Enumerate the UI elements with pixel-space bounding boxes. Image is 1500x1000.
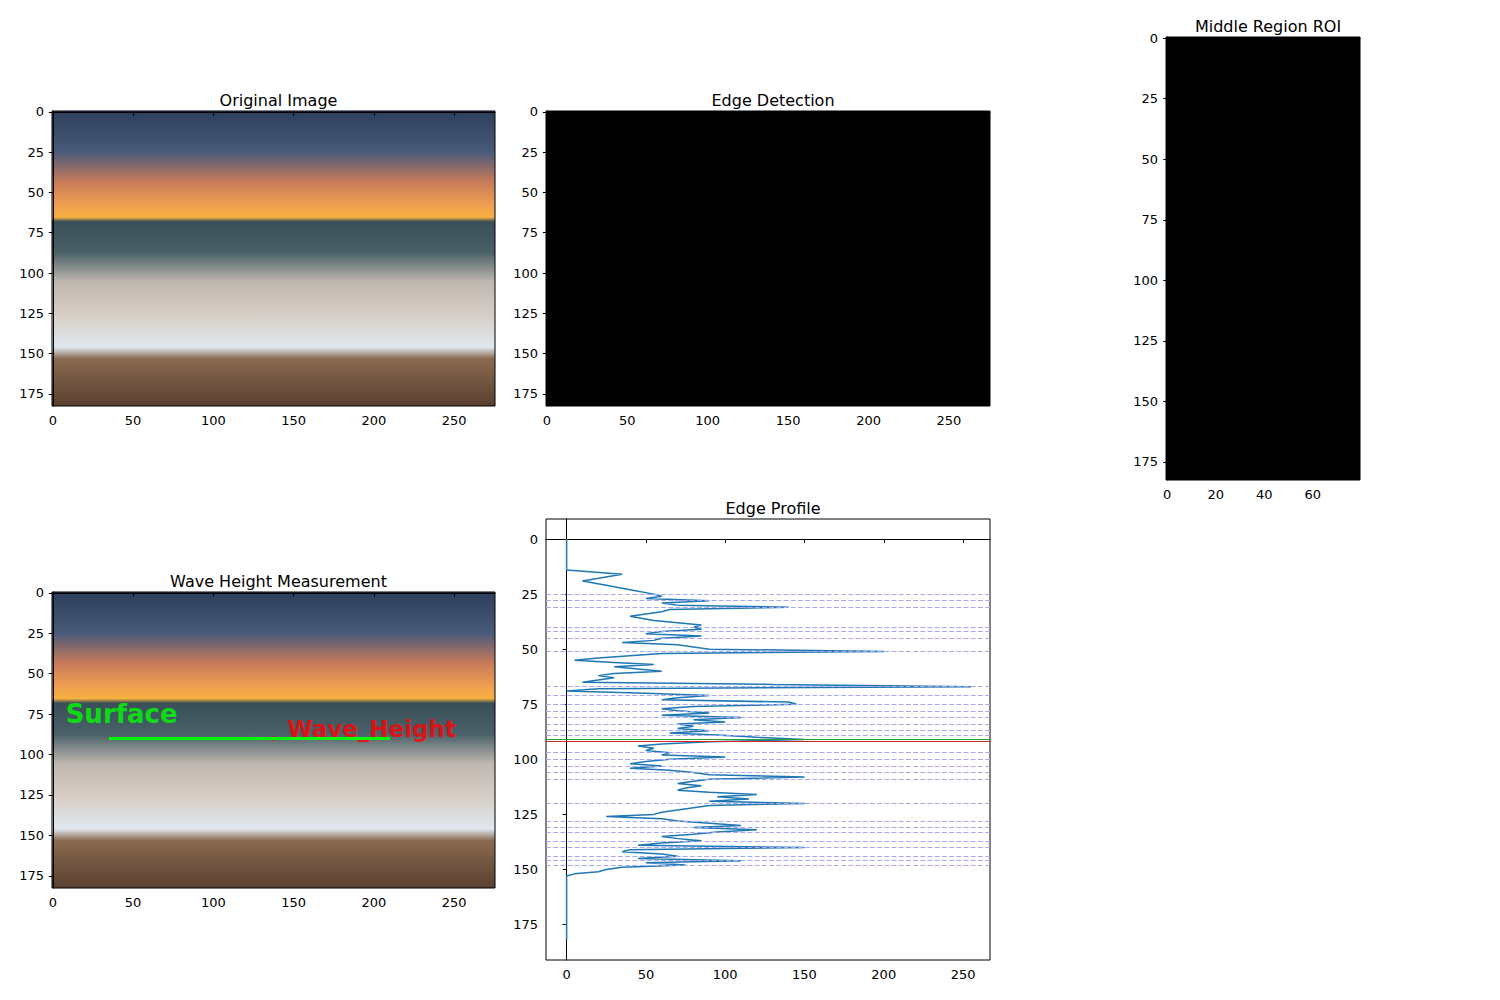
svg-text:0: 0 — [49, 895, 57, 910]
svg-text:50: 50 — [1141, 152, 1158, 167]
svg-text:150: 150 — [513, 346, 538, 361]
svg-text:100: 100 — [695, 413, 720, 428]
svg-text:100: 100 — [1133, 273, 1158, 288]
svg-text:Wave_Height: Wave_Height — [287, 715, 456, 742]
svg-text:25: 25 — [27, 626, 44, 641]
svg-text:75: 75 — [521, 697, 538, 712]
svg-text:75: 75 — [27, 225, 44, 240]
svg-text:25: 25 — [521, 145, 538, 160]
svg-text:150: 150 — [792, 967, 817, 982]
svg-text:0: 0 — [543, 413, 551, 428]
svg-text:150: 150 — [19, 828, 44, 843]
svg-text:150: 150 — [513, 862, 538, 877]
svg-text:175: 175 — [19, 386, 44, 401]
svg-text:175: 175 — [1133, 454, 1158, 469]
svg-text:50: 50 — [27, 666, 44, 681]
svg-text:25: 25 — [1141, 91, 1158, 106]
svg-text:75: 75 — [1141, 212, 1158, 227]
svg-text:50: 50 — [521, 642, 538, 657]
svg-text:25: 25 — [27, 145, 44, 160]
svg-text:200: 200 — [871, 967, 896, 982]
svg-text:125: 125 — [513, 807, 538, 822]
svg-text:50: 50 — [27, 185, 44, 200]
svg-text:150: 150 — [281, 895, 306, 910]
svg-text:200: 200 — [856, 413, 881, 428]
svg-text:125: 125 — [1133, 333, 1158, 348]
svg-text:75: 75 — [27, 707, 44, 722]
svg-text:150: 150 — [281, 413, 306, 428]
svg-text:0: 0 — [562, 967, 570, 982]
svg-text:25: 25 — [521, 587, 538, 602]
svg-text:20: 20 — [1207, 487, 1224, 502]
svg-text:250: 250 — [442, 895, 467, 910]
svg-text:100: 100 — [201, 895, 226, 910]
svg-text:40: 40 — [1256, 487, 1273, 502]
svg-text:175: 175 — [19, 868, 44, 883]
svg-text:60: 60 — [1304, 487, 1321, 502]
svg-text:150: 150 — [19, 346, 44, 361]
svg-text:0: 0 — [36, 104, 44, 119]
svg-text:175: 175 — [513, 386, 538, 401]
svg-text:0: 0 — [530, 532, 538, 547]
svg-text:250: 250 — [937, 413, 962, 428]
svg-text:75: 75 — [521, 225, 538, 240]
svg-text:50: 50 — [638, 967, 655, 982]
svg-text:250: 250 — [442, 413, 467, 428]
svg-text:125: 125 — [513, 306, 538, 321]
svg-text:50: 50 — [125, 895, 142, 910]
svg-text:150: 150 — [1133, 394, 1158, 409]
svg-text:100: 100 — [513, 266, 538, 281]
svg-text:50: 50 — [521, 185, 538, 200]
svg-text:0: 0 — [36, 585, 44, 600]
svg-text:0: 0 — [530, 104, 538, 119]
svg-text:0: 0 — [1150, 31, 1158, 46]
svg-text:200: 200 — [361, 413, 386, 428]
svg-text:Surface: Surface — [66, 699, 178, 729]
svg-text:150: 150 — [776, 413, 801, 428]
svg-text:100: 100 — [19, 747, 44, 762]
svg-text:125: 125 — [19, 306, 44, 321]
svg-text:100: 100 — [513, 752, 538, 767]
svg-text:125: 125 — [19, 787, 44, 802]
svg-text:100: 100 — [713, 967, 738, 982]
svg-text:Edge Detection: Edge Detection — [711, 91, 834, 110]
svg-text:0: 0 — [49, 413, 57, 428]
svg-text:Middle Region ROI: Middle Region ROI — [1195, 17, 1341, 36]
svg-text:175: 175 — [513, 917, 538, 932]
svg-text:0: 0 — [1163, 487, 1171, 502]
svg-text:100: 100 — [19, 266, 44, 281]
svg-text:50: 50 — [619, 413, 636, 428]
svg-text:100: 100 — [201, 413, 226, 428]
svg-text:Original Image: Original Image — [220, 91, 338, 110]
svg-text:250: 250 — [951, 967, 976, 982]
svg-text:200: 200 — [361, 895, 386, 910]
svg-text:Edge Profile: Edge Profile — [725, 499, 820, 518]
svg-text:Wave Height Measurement: Wave Height Measurement — [170, 572, 387, 591]
svg-text:50: 50 — [125, 413, 142, 428]
